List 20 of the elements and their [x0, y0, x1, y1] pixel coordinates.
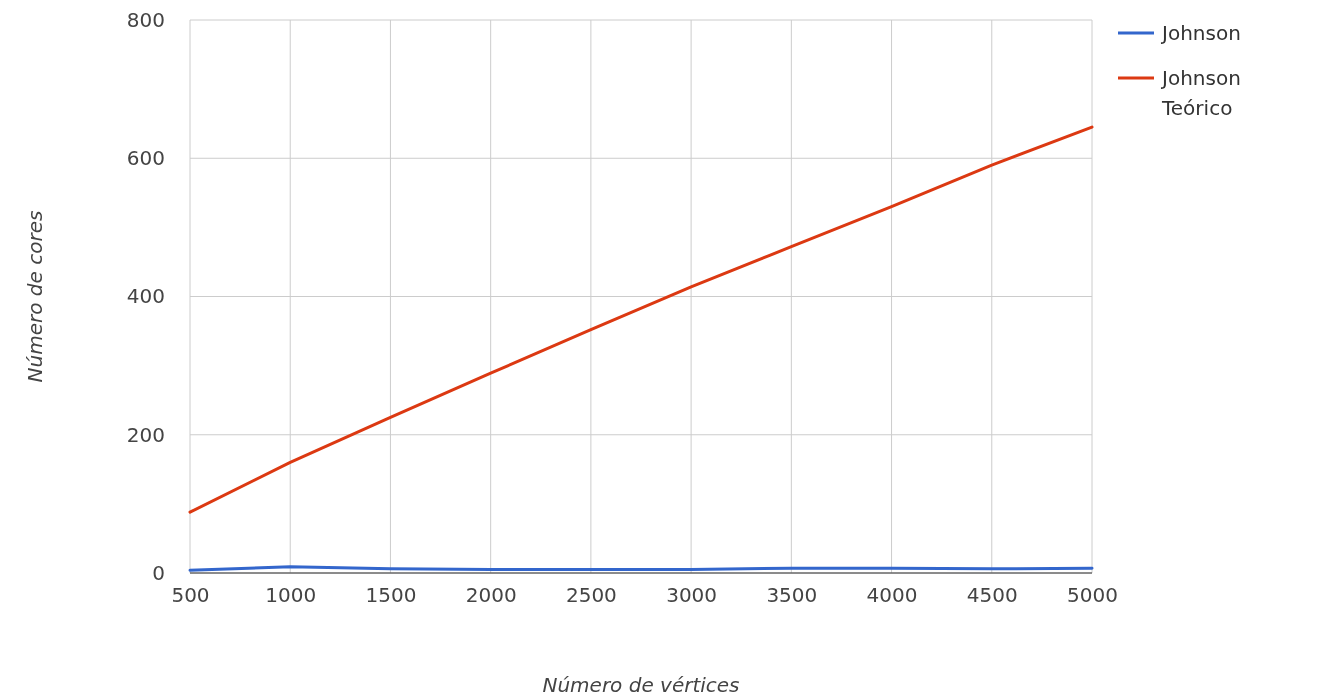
x-tick-label: 500 [171, 583, 210, 608]
legend-label: Johnson [1160, 21, 1241, 45]
x-tick-label: 1000 [265, 583, 317, 608]
x-tick-label: 4000 [866, 583, 918, 608]
x-tick-label: 1500 [365, 583, 417, 608]
x-tick-label: 2000 [465, 583, 517, 608]
y-axis-title: Número de cores [23, 210, 47, 383]
y-tick-label: 400 [126, 284, 165, 309]
y-tick-label: 200 [126, 422, 165, 447]
line-series [188, 125, 1094, 514]
x-tick-label: 4500 [966, 583, 1018, 608]
y-tick-label: 600 [126, 146, 165, 171]
x-tick-label: 3500 [766, 583, 818, 608]
y-tick-label: 800 [126, 7, 165, 32]
y-tick-label: 0 [152, 560, 165, 585]
legend-label: Johnson Teórico [1160, 66, 1241, 120]
x-tick-label: 2500 [565, 583, 617, 608]
x-tick-label: 3000 [666, 583, 718, 608]
x-axis-title: Número de vértices [542, 673, 740, 697]
x-tick-label: 5000 [1067, 583, 1118, 608]
